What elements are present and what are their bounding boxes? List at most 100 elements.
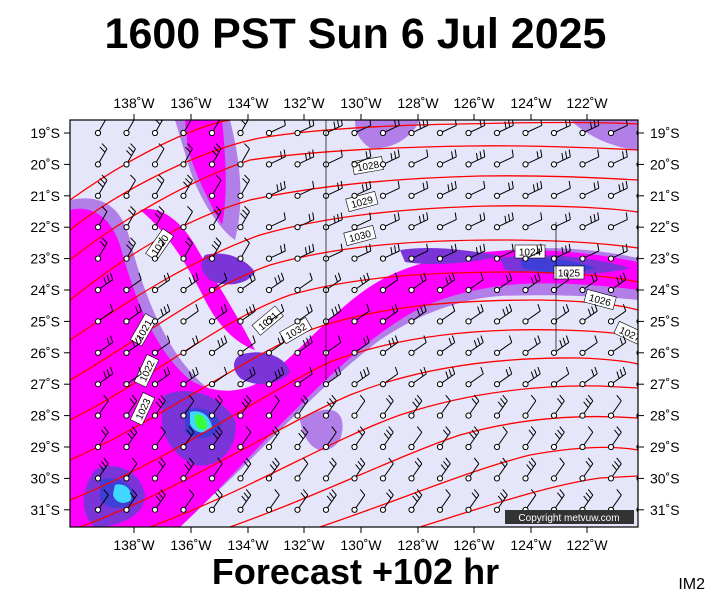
barb-feather bbox=[337, 366, 342, 375]
barb-station bbox=[465, 255, 472, 262]
barb-station bbox=[493, 412, 501, 419]
lon-label-bottom: 138˚W bbox=[113, 537, 155, 553]
barb-feather bbox=[622, 182, 625, 190]
barb-feather bbox=[158, 174, 165, 181]
barb-station bbox=[351, 412, 358, 419]
barb-feather bbox=[329, 492, 335, 499]
barb-station bbox=[550, 443, 558, 451]
wind-barb bbox=[123, 272, 142, 294]
barb-feather bbox=[302, 457, 309, 464]
wind-barb bbox=[550, 394, 565, 419]
barb-feather bbox=[333, 121, 336, 129]
barb-feather bbox=[274, 277, 278, 285]
wind-barb bbox=[294, 243, 315, 262]
barb-station bbox=[408, 161, 415, 168]
barb-feather bbox=[585, 398, 591, 405]
barb-station bbox=[351, 443, 358, 451]
barb-feather bbox=[302, 489, 309, 496]
barb-feather bbox=[643, 430, 648, 436]
barb-station bbox=[237, 381, 244, 388]
barb-feather bbox=[185, 178, 191, 185]
barb-feather bbox=[129, 429, 135, 436]
wind-barb bbox=[294, 335, 313, 356]
barb-station bbox=[579, 349, 586, 356]
barb-feather bbox=[394, 245, 397, 253]
barb-station bbox=[493, 475, 501, 482]
barb-station bbox=[408, 192, 415, 199]
barb-feather bbox=[426, 243, 429, 252]
barb-feather bbox=[475, 247, 479, 255]
barb-feather bbox=[187, 112, 192, 117]
barb-feather bbox=[337, 120, 340, 128]
wind-barb bbox=[265, 366, 285, 388]
barb-station bbox=[408, 475, 415, 482]
wind-barb bbox=[94, 366, 114, 388]
lat-label-right: 31˚S bbox=[650, 502, 680, 518]
wind-barb bbox=[94, 174, 108, 199]
barb-feather bbox=[158, 398, 164, 405]
barb-feather bbox=[158, 206, 165, 212]
barb-feather bbox=[451, 304, 456, 312]
barb-feather bbox=[359, 277, 364, 285]
barb-station bbox=[208, 286, 216, 294]
lat-label-right: 26˚S bbox=[650, 345, 680, 361]
barb-feather bbox=[445, 457, 451, 464]
barb-station bbox=[180, 349, 187, 356]
wind-barb bbox=[94, 304, 114, 325]
wind-barb bbox=[579, 180, 600, 199]
barb-station bbox=[208, 129, 216, 137]
barb-feather bbox=[131, 340, 136, 348]
barb-staff bbox=[640, 401, 650, 416]
lon-label-bottom: 134˚W bbox=[227, 537, 269, 553]
barb-feather bbox=[333, 215, 336, 224]
wind-barb bbox=[493, 489, 508, 513]
isobar-label-box bbox=[129, 392, 156, 426]
barb-feather bbox=[326, 401, 333, 408]
barb-feather bbox=[357, 429, 363, 436]
barb-feather bbox=[511, 149, 514, 157]
barb-feather bbox=[561, 247, 564, 255]
barb-feather bbox=[445, 394, 451, 402]
barb-feather bbox=[241, 401, 247, 408]
barb-feather bbox=[497, 401, 504, 408]
barb-feather bbox=[537, 304, 541, 312]
barb-feather bbox=[337, 335, 342, 343]
wind-barb bbox=[265, 457, 280, 482]
barb-station bbox=[550, 412, 558, 419]
barb-feather bbox=[126, 150, 132, 157]
wind-barb bbox=[123, 206, 136, 231]
barb-feather bbox=[242, 178, 248, 185]
barb-feather bbox=[252, 304, 256, 312]
barb-feather bbox=[244, 174, 250, 181]
wind-barb bbox=[436, 335, 456, 356]
barb-station bbox=[607, 349, 615, 356]
barb-feather bbox=[366, 272, 370, 280]
barb-feather bbox=[386, 398, 392, 405]
barb-feather bbox=[128, 240, 134, 247]
barb-feather bbox=[454, 180, 457, 189]
barb-feather bbox=[562, 306, 566, 314]
barb-feather bbox=[540, 120, 543, 126]
barb-station bbox=[208, 475, 216, 482]
wind-barb bbox=[351, 243, 372, 262]
wind-barb bbox=[465, 120, 486, 137]
barb-station bbox=[550, 192, 558, 199]
wind-barb bbox=[636, 401, 650, 419]
barb-feather bbox=[302, 426, 309, 433]
barb-feather bbox=[361, 184, 365, 192]
barb-station bbox=[436, 161, 444, 168]
lat-label-right: 27˚S bbox=[650, 376, 680, 392]
wind-barb bbox=[208, 426, 223, 451]
wind-barb bbox=[123, 489, 138, 513]
barb-feather bbox=[622, 272, 627, 280]
barb-feather bbox=[652, 273, 654, 280]
barb-feather bbox=[416, 457, 423, 464]
barb-feather bbox=[451, 272, 456, 280]
precip-rain-light bbox=[300, 409, 343, 451]
barb-station bbox=[579, 475, 586, 482]
barb-station bbox=[237, 349, 244, 356]
wind-barb bbox=[351, 120, 372, 137]
lon-label-top: 122˚W bbox=[566, 95, 608, 111]
wind-barb bbox=[408, 212, 429, 231]
barb-station bbox=[265, 506, 273, 513]
